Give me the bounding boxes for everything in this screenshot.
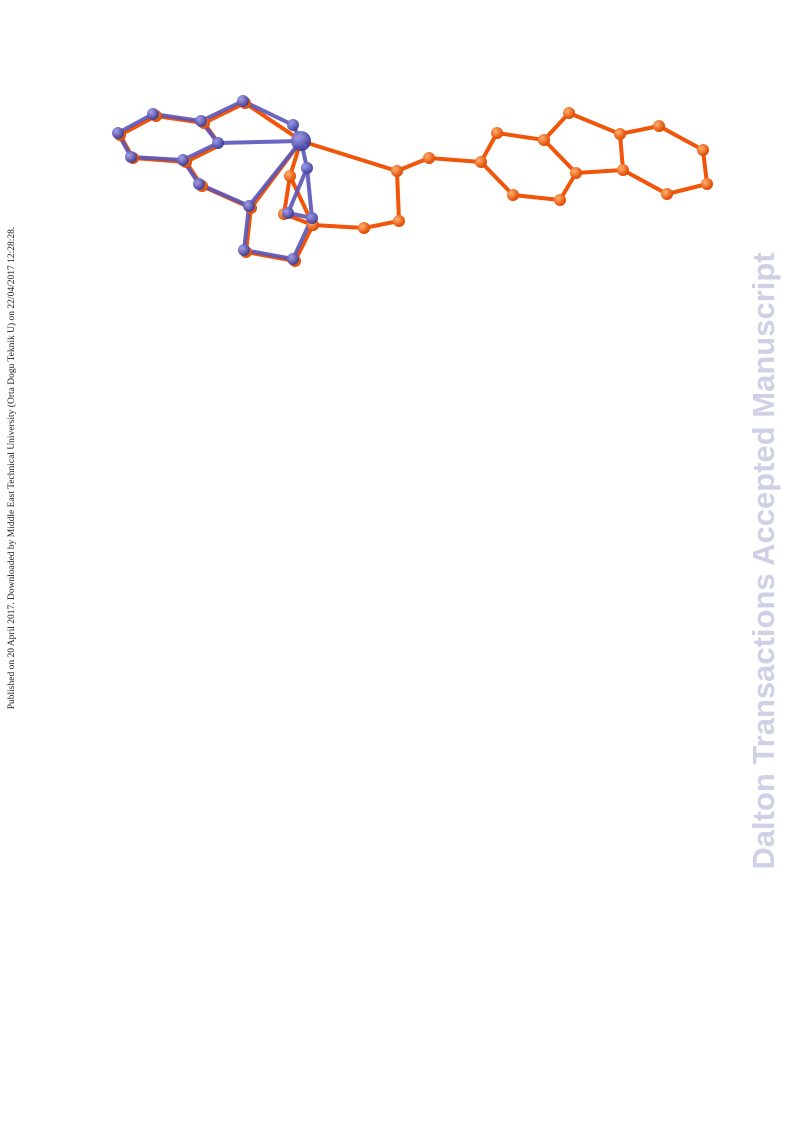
blue-atoms xyxy=(112,95,318,265)
blue-bonds xyxy=(116,99,314,261)
molecular-structure xyxy=(112,95,713,267)
watermark: Dalton Transactions Accepted Manuscript xyxy=(746,252,781,870)
